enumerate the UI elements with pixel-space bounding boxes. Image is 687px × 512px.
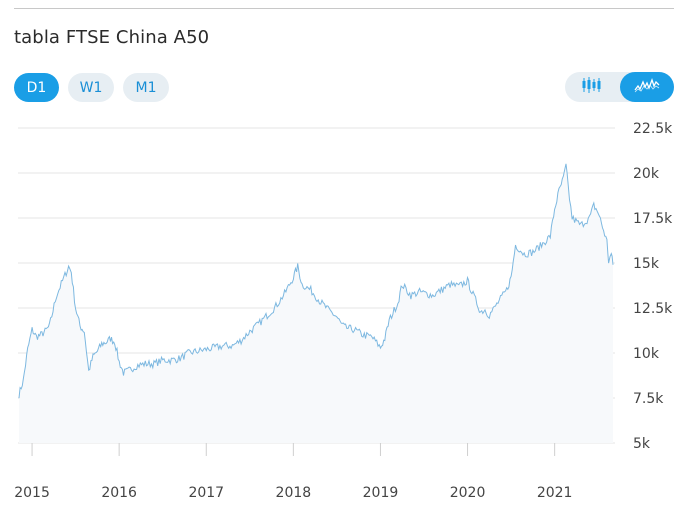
y-tick-label: 17.5k xyxy=(633,211,673,227)
y-tick-label: 20k xyxy=(633,166,660,182)
range-button-m1[interactable]: M1 xyxy=(123,73,169,102)
x-tick-label: 2016 xyxy=(101,485,137,501)
y-tick-label: 5k xyxy=(633,436,651,452)
y-tick-label: 10k xyxy=(633,346,660,362)
x-tick-label: 2017 xyxy=(188,485,224,501)
page-title: tabla FTSE China A50 xyxy=(14,27,210,48)
y-axis-labels: 5k 7.5k 10k 12.5k 15k 17.5k 20k 22.5k xyxy=(633,121,673,452)
y-tick-label: 15k xyxy=(633,256,660,272)
chart-type-toggle xyxy=(565,72,674,102)
x-tick-label: 2020 xyxy=(450,485,486,501)
price-line xyxy=(18,163,614,399)
y-tick-label: 12.5k xyxy=(633,301,673,317)
y-tick-label: 7.5k xyxy=(633,391,664,407)
x-axis-labels: 2015 2016 2017 2018 2019 2020 2021 xyxy=(14,443,572,501)
x-tick-label: 2021 xyxy=(537,485,573,501)
top-divider xyxy=(14,8,674,9)
y-tick-label: 22.5k xyxy=(633,121,673,137)
line-chart-button[interactable] xyxy=(620,72,674,102)
range-button-w1[interactable]: W1 xyxy=(68,73,114,102)
x-tick-label: 2015 xyxy=(14,485,50,501)
x-tick-label: 2018 xyxy=(276,485,312,501)
price-area-fill xyxy=(19,163,613,444)
candlestick-button[interactable] xyxy=(565,72,619,102)
range-button-d1[interactable]: D1 xyxy=(14,73,59,102)
line-chart-icon xyxy=(634,77,660,97)
x-tick-label: 2019 xyxy=(363,485,399,501)
candlestick-icon xyxy=(581,76,603,98)
